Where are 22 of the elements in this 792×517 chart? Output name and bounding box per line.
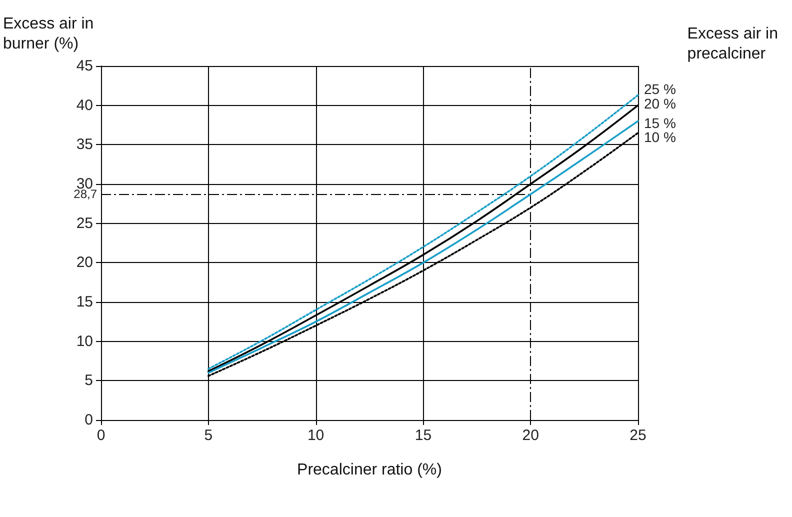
- y-tick-label: 25: [76, 214, 93, 232]
- series-label: 15 %: [644, 115, 676, 132]
- y-tick-label: 20: [76, 254, 93, 272]
- y-tick-label: 0: [84, 412, 93, 428]
- y-tick-label: 40: [76, 96, 93, 114]
- x-tick-label: 20: [522, 427, 539, 444]
- x-tick-label: 15: [414, 427, 432, 444]
- y-axis-title: Excess air in burner (%): [3, 16, 94, 52]
- x-tick-label: 5: [204, 427, 213, 444]
- y-tick-label: 35: [76, 136, 93, 154]
- x-tick-label: 25: [630, 427, 646, 444]
- y-tick-label: 10: [76, 332, 93, 350]
- x-tick-label: 0: [96, 427, 106, 444]
- x-tick-label: 10: [307, 427, 324, 444]
- x-axis-title: Precalciner ratio (%): [297, 462, 442, 478]
- series-label: 10 %: [644, 128, 676, 145]
- y-tick-label: 5: [84, 372, 93, 390]
- legend-title: Excess air in precalciner: [687, 26, 778, 62]
- series-label: 25 %: [644, 81, 676, 98]
- y-tick-label: 45: [76, 58, 93, 74]
- y-tick-label: 15: [76, 294, 93, 310]
- series-label: 20 %: [644, 95, 676, 112]
